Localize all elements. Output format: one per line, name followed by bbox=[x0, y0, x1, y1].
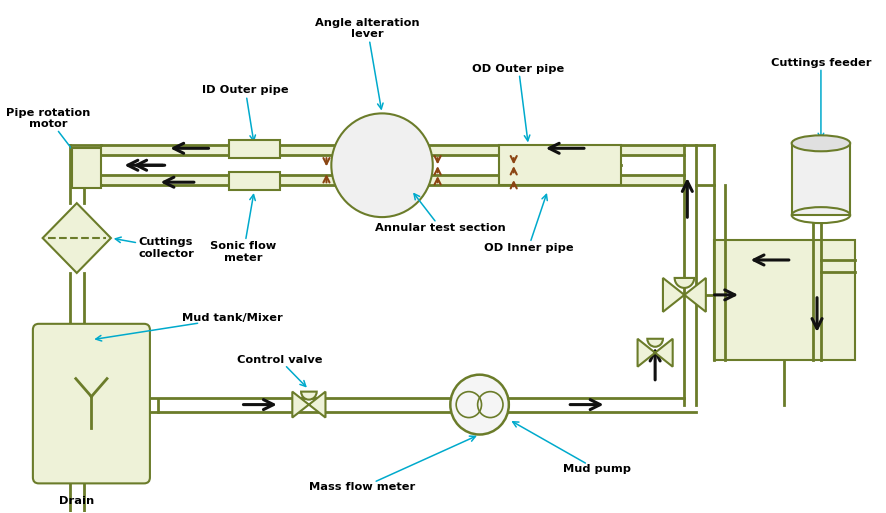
Text: Mud tank/Mixer: Mud tank/Mixer bbox=[96, 313, 283, 341]
Text: Cuttings
collector: Cuttings collector bbox=[115, 237, 194, 259]
Text: Mud pump: Mud pump bbox=[513, 422, 631, 475]
Text: Annular test section: Annular test section bbox=[375, 194, 506, 233]
Circle shape bbox=[331, 113, 432, 217]
Text: Control valve: Control valve bbox=[237, 354, 323, 386]
Polygon shape bbox=[663, 278, 706, 312]
Circle shape bbox=[450, 374, 509, 435]
Wedge shape bbox=[301, 391, 316, 400]
FancyBboxPatch shape bbox=[499, 145, 621, 185]
Text: Mass flow meter: Mass flow meter bbox=[309, 436, 476, 492]
Text: ID Outer pipe: ID Outer pipe bbox=[202, 86, 289, 141]
FancyBboxPatch shape bbox=[72, 148, 101, 188]
Text: OD Inner pipe: OD Inner pipe bbox=[484, 194, 573, 253]
Ellipse shape bbox=[792, 135, 851, 151]
Text: OD Outer pipe: OD Outer pipe bbox=[472, 64, 564, 141]
Text: Cuttings feeder: Cuttings feeder bbox=[771, 57, 871, 139]
Polygon shape bbox=[638, 339, 672, 367]
Text: Angle alteration
lever: Angle alteration lever bbox=[315, 18, 420, 109]
Polygon shape bbox=[292, 391, 325, 418]
FancyBboxPatch shape bbox=[33, 324, 150, 483]
Wedge shape bbox=[674, 278, 694, 288]
Wedge shape bbox=[648, 339, 663, 347]
Polygon shape bbox=[43, 203, 111, 273]
Text: Pipe rotation
motor: Pipe rotation motor bbox=[6, 108, 90, 165]
Text: Drain: Drain bbox=[59, 497, 95, 506]
FancyBboxPatch shape bbox=[713, 240, 855, 360]
FancyBboxPatch shape bbox=[792, 143, 851, 215]
FancyBboxPatch shape bbox=[229, 172, 280, 190]
FancyBboxPatch shape bbox=[229, 141, 280, 159]
Text: Sonic flow
meter: Sonic flow meter bbox=[211, 194, 276, 263]
